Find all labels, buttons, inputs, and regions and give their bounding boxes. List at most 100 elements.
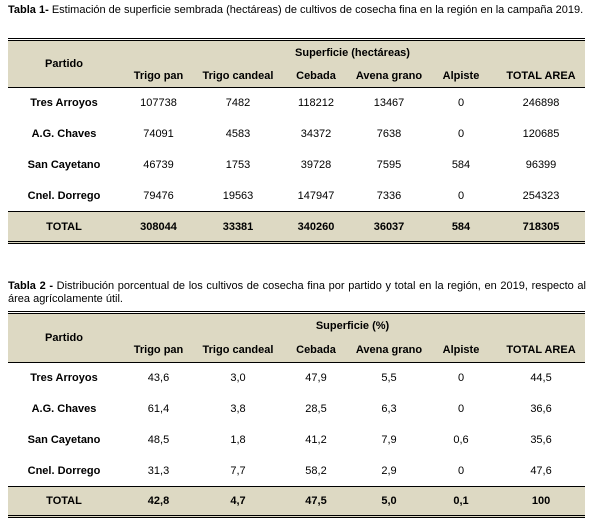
table-body: Partido Superficie (hectáreas) Trigo pan Tr… [8, 39, 585, 243]
cell: 2,9 [381, 464, 397, 477]
total-cell: 33381 [197, 211, 279, 243]
total-row: TOTAL 42,8 4,7 47,5 5,0 0,1 100 [8, 486, 586, 517]
column-header: Alpiste [425, 65, 497, 88]
cell: 4583 [225, 128, 251, 140]
cell: 7595 [376, 159, 402, 171]
column-header: Trigo candeal [197, 65, 279, 88]
cell: 47,9 [305, 372, 327, 385]
cell: 0 [457, 464, 465, 477]
cell: 79476 [143, 189, 174, 202]
cell: 39728 [300, 159, 332, 171]
total-cell: TOTAL [8, 211, 120, 243]
row-label: San Cayetano [27, 159, 101, 171]
data-row: A.G. Chaves 61,4 3,8 28,5 6,3 0 36,6 [8, 394, 585, 425]
cell: 58,2 [305, 464, 327, 477]
cell: 0,6 [453, 434, 469, 446]
row-label: Tres Arroyos [30, 97, 98, 110]
cell: 107738 [140, 97, 177, 110]
cell: 118212 [298, 97, 334, 110]
total-cell: TOTAL [8, 486, 120, 517]
data-row: Tres Arroyos 107738 7482 118212 13467 0 246898 [8, 88, 585, 119]
data-row: Cnel. Dorrego 79476 19563 147947 7336 0 254323 [8, 181, 585, 212]
cell: 41,2 [305, 434, 327, 446]
column-header: Alpiste [425, 338, 497, 363]
header-row: Partido Superficie (%) [8, 312, 586, 363]
total-cell: 340260 [279, 211, 353, 243]
cell: 3,8 [230, 403, 246, 415]
total-cell: 36037 [353, 211, 425, 243]
total-cell: 0,1 [425, 486, 497, 517]
cell: 1,8 [230, 434, 246, 446]
total-cell: 5,0 [353, 486, 425, 517]
cell: 1753 [225, 159, 251, 171]
cell: 147947 [297, 189, 335, 202]
data-row: San Cayetano 46739 1753 39728 7595 584 96399 [8, 150, 585, 181]
caption: Tabla 2 - Distribución porcentual de los… [8, 280, 586, 306]
column-header: Trigo pan [120, 338, 197, 363]
cell: 7482 [225, 97, 251, 110]
row-label: San Cayetano [27, 434, 101, 446]
total-cell: 47,5 [279, 486, 353, 517]
cell: 48,5 [147, 434, 170, 446]
cell: 7638 [376, 128, 402, 140]
cell: 13467 [373, 97, 405, 110]
column-header: Trigo candeal [197, 338, 279, 363]
row-label: Tres Arroyos [30, 372, 98, 385]
table: Partido Superficie (%) Trigo pan Trigo cand… [8, 311, 586, 518]
header-row: Trigo pan Trigo candeal Cebada Avena grano A… [8, 65, 585, 88]
cell: 120685 [522, 128, 560, 140]
cell: 36,6 [530, 403, 552, 415]
cell: 254323 [522, 189, 560, 202]
cell: 0 [457, 403, 465, 415]
caption-text: Estimación de superficie sembrada (hectá… [51, 4, 584, 16]
cell: 61,4 [147, 403, 170, 415]
cell: 35,6 [530, 434, 552, 446]
total-cell: 100 [497, 486, 586, 517]
row-label: A.G. Chaves [31, 128, 97, 140]
column-header: Trigo pan [120, 65, 197, 88]
row-label: Cnel. Dorrego [27, 464, 101, 477]
caption: Tabla 1- Estimación de superficie sembra… [8, 4, 586, 17]
column-header: TOTAL AREA [497, 338, 586, 363]
cell: 31,3 [147, 464, 170, 477]
data-row: Tres Arroyos 43,6 3,0 47,9 5,5 0 44,5 [8, 363, 585, 394]
header-row: Partido Superficie (hectáreas) [8, 39, 585, 88]
row-label: Cnel. Dorrego [27, 189, 101, 202]
column-header: Avena grano [353, 338, 425, 363]
header-row: Trigo pan Trigo candeal Cebada Avena grano A… [8, 338, 586, 363]
cell: 0 [457, 372, 465, 385]
cell: 28,5 [305, 403, 327, 415]
cell: 44,5 [530, 372, 552, 385]
cell: 0 [457, 97, 465, 110]
cell: 3,0 [230, 372, 246, 385]
cell: 584 [451, 159, 471, 171]
caption-label: Tabla 2 - [8, 280, 54, 292]
cell: 34372 [300, 128, 332, 140]
data-row: Cnel. Dorrego 31,3 7,7 58,2 2,9 0 47,6 [8, 456, 585, 487]
total-cell: 308044 [120, 211, 197, 243]
column-header: Cebada [279, 338, 353, 363]
cell: 7,7 [230, 464, 246, 477]
cell: 6,3 [381, 403, 397, 415]
cell: 246898 [522, 97, 560, 110]
data-row: San Cayetano 48,5 1,8 41,2 7,9 0,6 35,6 [8, 425, 585, 456]
cell: 96399 [525, 159, 557, 171]
cell: 19563 [222, 189, 254, 202]
total-cell: 42,8 [120, 486, 197, 517]
cell: 46739 [143, 159, 174, 171]
cell: 7336 [376, 189, 402, 202]
cell: 47,6 [530, 464, 552, 477]
header-cell: Superficie (hectáreas) [120, 39, 585, 66]
header-cell: Partido [8, 312, 120, 363]
table: Partido Superficie (hectáreas) Trigo pan Tr… [8, 38, 585, 244]
cell: 0 [457, 189, 465, 202]
header-cell: Partido [8, 39, 120, 88]
cell: 74091 [143, 128, 174, 140]
column-header: TOTAL AREA [497, 65, 585, 88]
data-row: A.G. Chaves 74091 4583 34372 7638 0 120685 [8, 119, 585, 150]
caption-text: Distribución porcentual de los cultivos … [8, 280, 586, 305]
cell: 5,5 [381, 372, 397, 385]
cell: 0 [457, 128, 465, 140]
total-cell: 4,7 [197, 486, 279, 517]
